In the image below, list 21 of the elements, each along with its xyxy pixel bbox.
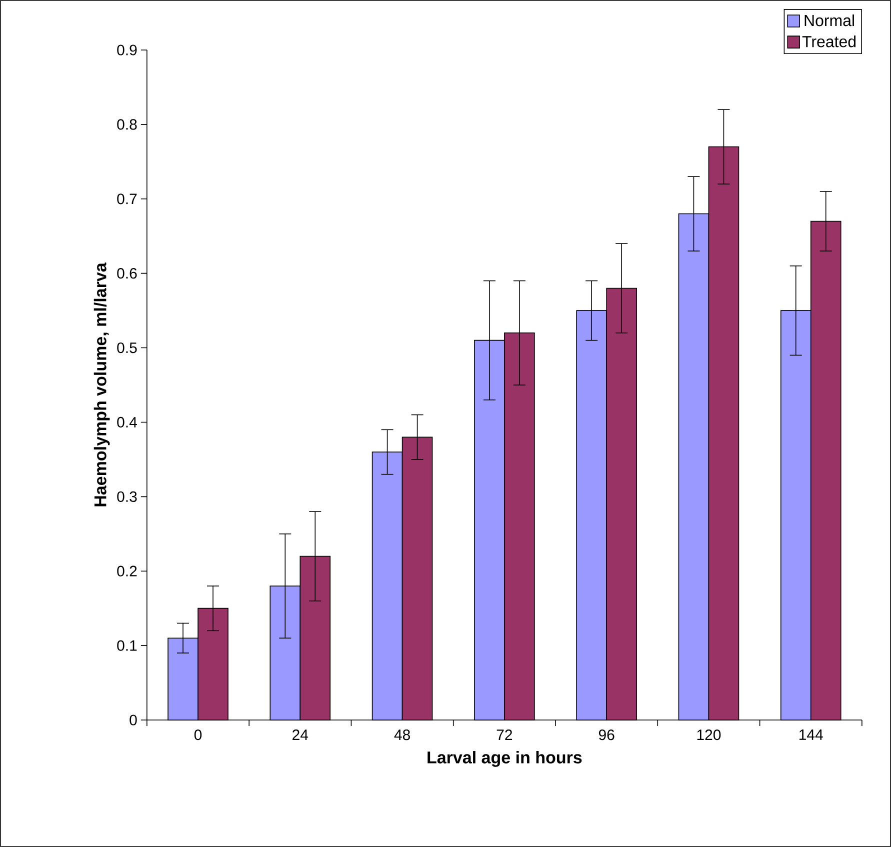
- y-tick-label: 0.6: [117, 268, 137, 279]
- legend-label: Treated: [802, 36, 856, 48]
- x-tick-label: 72: [496, 730, 512, 740]
- y-tick-label: 0.3: [117, 491, 137, 502]
- x-tick-label: 0: [194, 730, 202, 740]
- x-tick-label: 144: [799, 730, 823, 740]
- x-tick-label: 96: [598, 730, 614, 740]
- y-tick-label: 0.5: [117, 342, 137, 354]
- legend-label: Normal: [804, 14, 854, 26]
- y-tick-label: 0.8: [117, 119, 137, 130]
- x-tick-label: 120: [697, 730, 721, 740]
- y-axis-title: Haemolymph volume, ml/larva: [94, 262, 110, 506]
- y-tick-label: 0.2: [117, 566, 137, 576]
- x-tick-label: 48: [394, 730, 410, 740]
- y-tick-label: 0.4: [117, 416, 137, 428]
- y-tick-label: 0.7: [117, 194, 137, 204]
- y-tick-label: 0.9: [117, 44, 137, 56]
- y-tick-label: 0.1: [117, 640, 137, 651]
- x-tick-label: 24: [292, 730, 308, 740]
- x-axis-title: Larval age in hours: [428, 750, 582, 767]
- y-tick-label: 0: [130, 714, 137, 726]
